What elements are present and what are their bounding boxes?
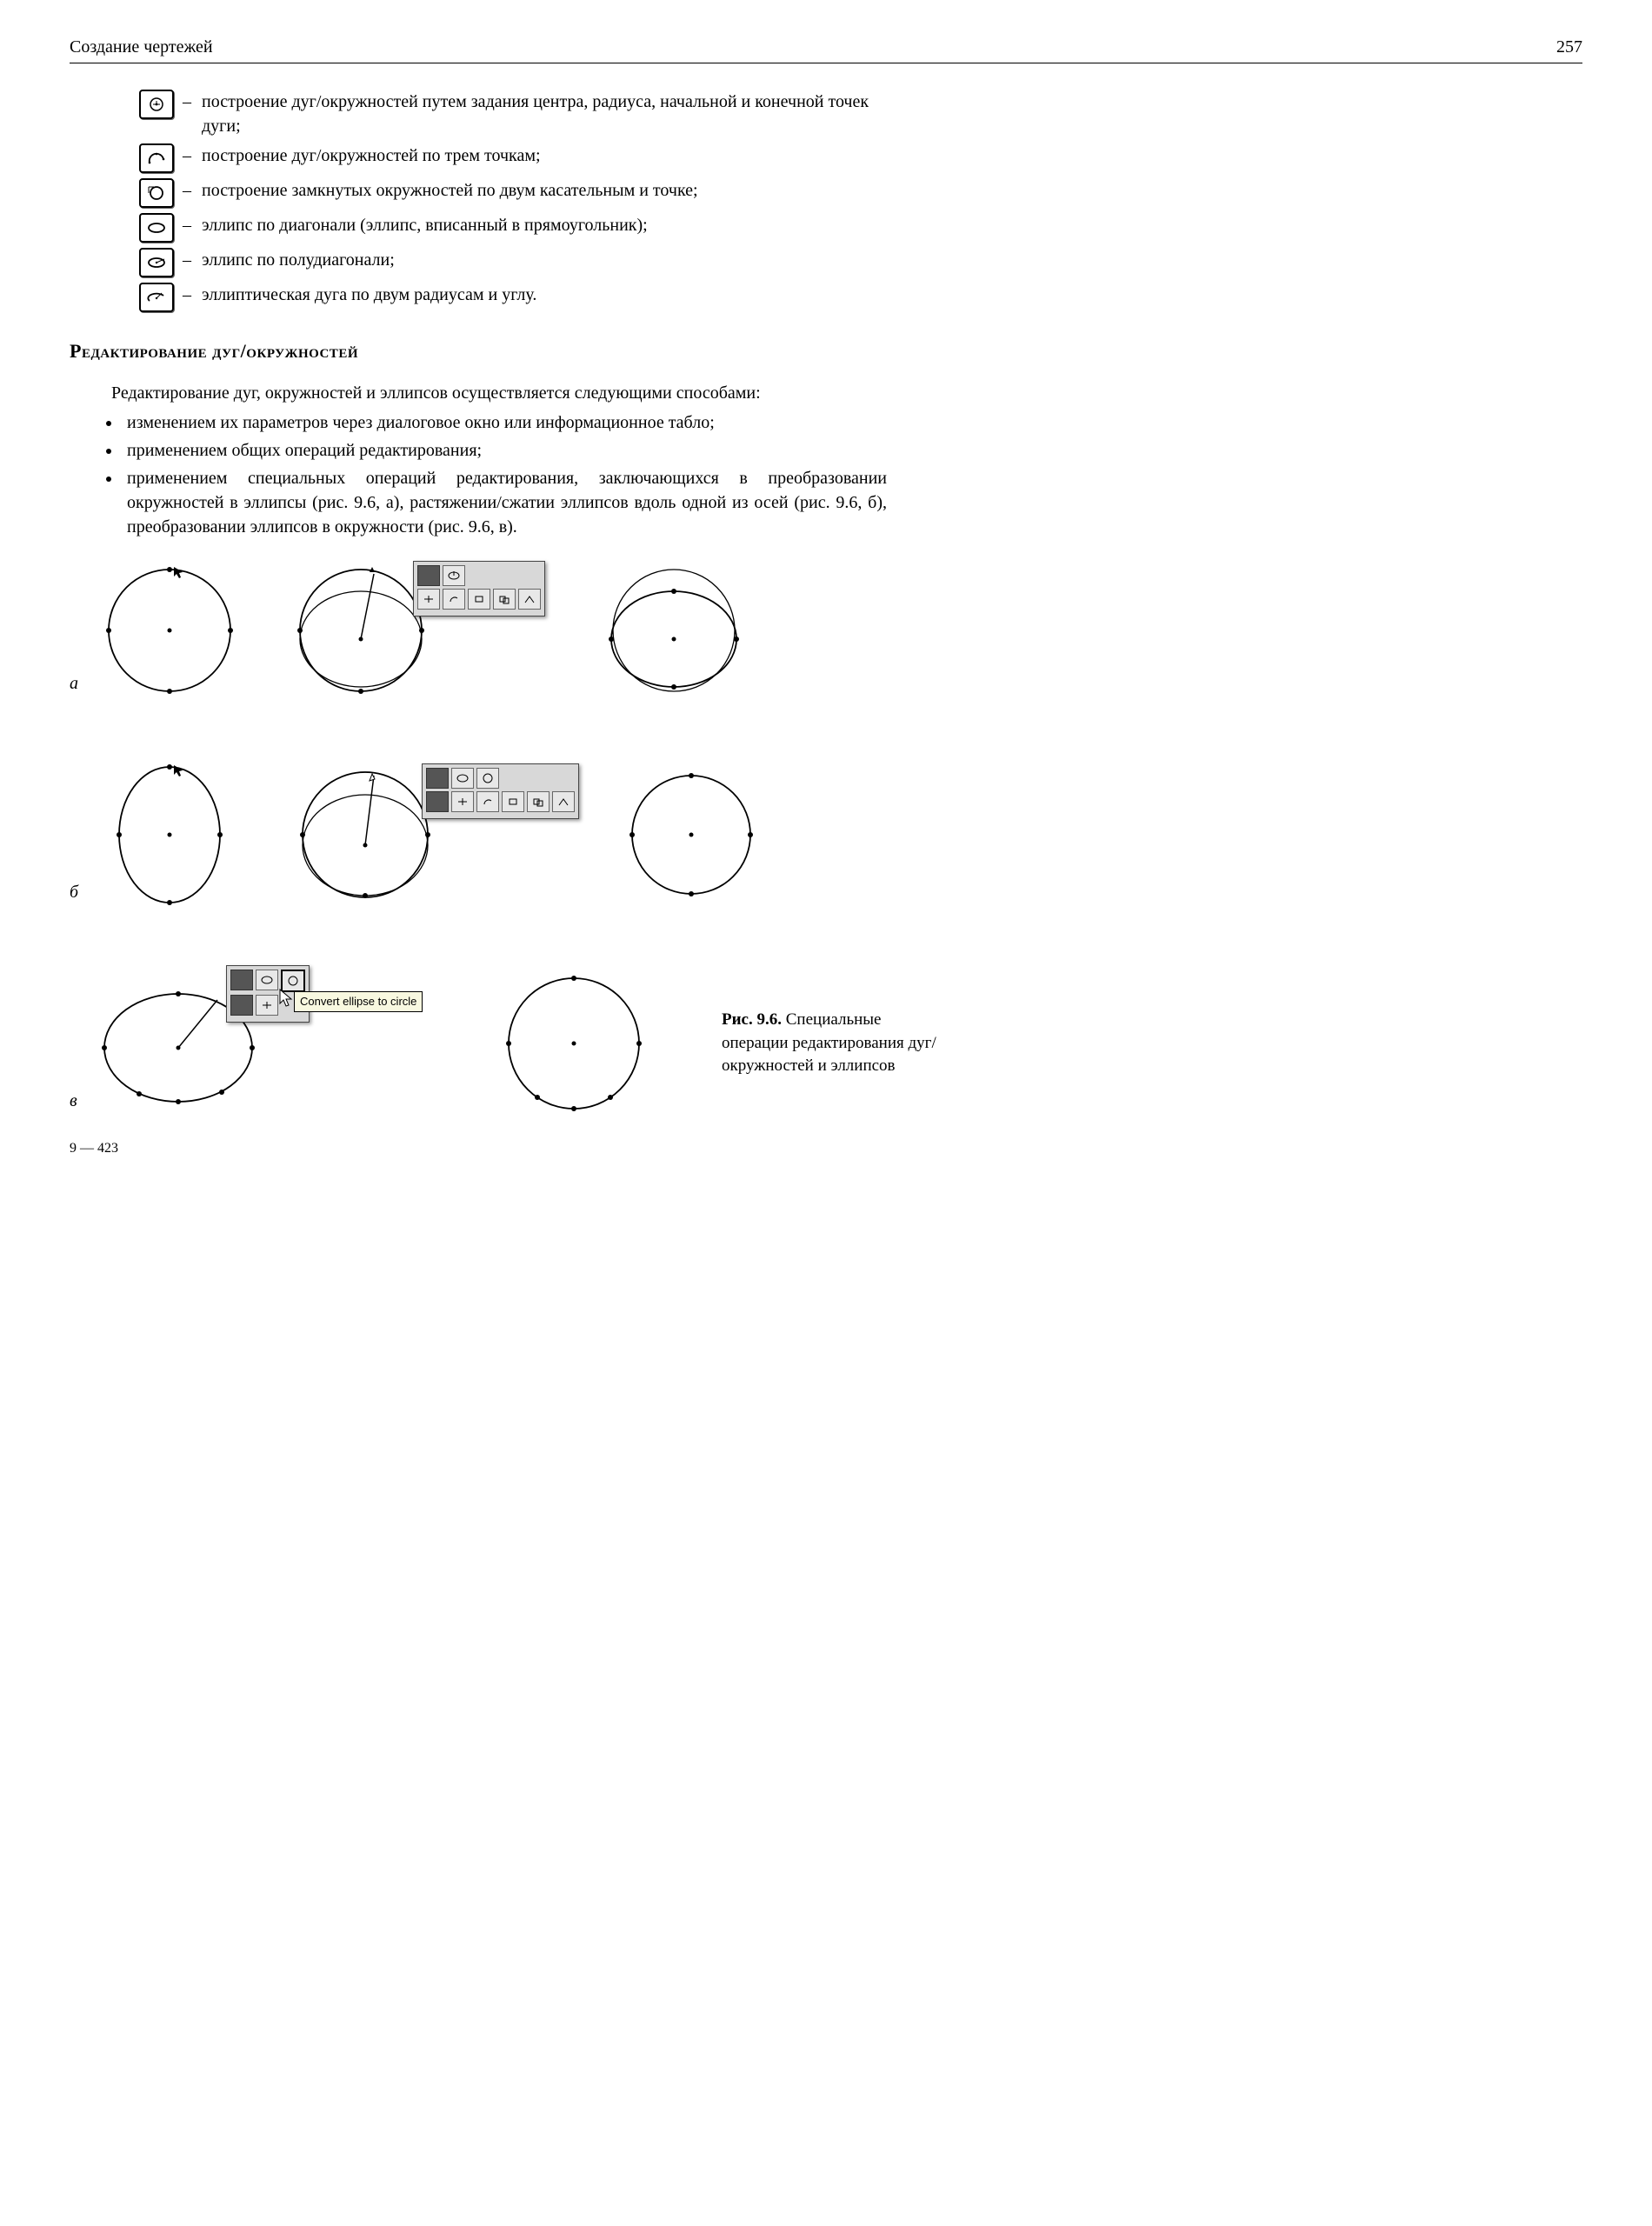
tool-item: – построение замкнутых окружностей по дв… [139, 178, 1582, 208]
diagram-vertical-ellipse [96, 756, 243, 913]
palette-btn[interactable] [230, 995, 253, 1016]
section-heading: Редактирование дуг/окружностей [70, 338, 1582, 365]
palette-btn[interactable] [552, 791, 575, 812]
palette-btn[interactable] [451, 791, 474, 812]
figure-row-label: в [70, 1089, 96, 1113]
tool-item-text: построение дуг/окружностей путем задания… [202, 90, 889, 138]
running-title: Создание чертежей [70, 35, 213, 59]
stretch-icon[interactable] [443, 565, 465, 586]
palette-btn[interactable] [527, 791, 550, 812]
page-number: 257 [1556, 35, 1582, 59]
palette-btn[interactable] [476, 791, 499, 812]
arc-3pt-icon [139, 143, 174, 173]
stretch-icon[interactable] [256, 970, 278, 990]
edit-methods-list: изменением их параметров через диалогово… [122, 410, 887, 539]
tool-item: – эллипс по диагонали (эллипс, вписанный… [139, 213, 1582, 243]
tooltip: Convert ellipse to circle [294, 991, 423, 1012]
tool-item-text: эллипс по диагонали (эллипс, вписанный в… [202, 213, 889, 237]
elliptical-arc-icon [139, 283, 174, 312]
figure-row-v: в [70, 965, 1582, 1122]
figure-caption: Рис. 9.6. Специальные операции редактиро… [722, 1009, 948, 1078]
tool-item-text: построение замкнутых окружностей по двум… [202, 178, 889, 203]
diagram-circle-with-nodes [96, 556, 243, 704]
pet-palette[interactable] [422, 763, 579, 819]
stretch-icon[interactable] [451, 768, 474, 789]
diagram-result-ellipse [600, 556, 748, 704]
pet-palette[interactable] [413, 561, 545, 616]
caption-label: Рис. 9.6. [722, 1010, 782, 1029]
arc-center-icon [139, 90, 174, 119]
palette-btn[interactable] [468, 589, 490, 610]
diagram-final-circle [496, 965, 652, 1122]
diagram-circle-to-ellipse [287, 556, 435, 704]
figure-row-b: б [70, 756, 1582, 913]
tool-item-text: эллипс по полудиагонали; [202, 248, 889, 272]
figure-9-6: а [70, 556, 1582, 1122]
diagram-result-circle [617, 761, 765, 909]
tool-icon-list: – построение дуг/окружностей путем задан… [139, 90, 1582, 312]
list-item: изменением их параметров через диалогово… [122, 410, 887, 435]
list-item: применением общих операций редактировани… [122, 438, 887, 463]
circle-tangent-icon [139, 178, 174, 208]
figure-row-label: а [70, 671, 96, 696]
tool-item: – эллипс по полудиагонали; [139, 248, 1582, 277]
palette-btn[interactable] [426, 791, 449, 812]
palette-btn[interactable] [417, 565, 440, 586]
palette-btn[interactable] [426, 768, 449, 789]
convert-circle-icon[interactable] [476, 768, 499, 789]
tool-item: – построение дуг/окружностей по трем точ… [139, 143, 1582, 173]
figure-row-label: б [70, 880, 96, 904]
tool-item: – эллиптическая дуга по двум радиусам и … [139, 283, 1582, 312]
palette-btn[interactable] [230, 970, 253, 990]
signature-line: 9 — 423 [70, 1139, 1582, 1158]
figure-row-a: а [70, 556, 1582, 704]
palette-btn[interactable] [518, 589, 541, 610]
list-item: применением специальных операций редакти… [122, 466, 887, 539]
palette-btn[interactable] [256, 995, 278, 1016]
intro-paragraph: Редактирование дуг, окружностей и эллипс… [70, 381, 869, 405]
palette-btn[interactable] [443, 589, 465, 610]
palette-btn[interactable] [502, 791, 524, 812]
tool-item-text: эллиптическая дуга по двум радиусам и уг… [202, 283, 889, 307]
tool-item: – построение дуг/окружностей путем задан… [139, 90, 1582, 138]
diagram-ellipse-stretch [287, 756, 443, 913]
diagram-ellipse-convert: Convert ellipse to circle [96, 965, 270, 1122]
ellipse-half-icon [139, 248, 174, 277]
palette-btn[interactable] [417, 589, 440, 610]
pet-palette-with-tooltip[interactable]: Convert ellipse to circle [226, 965, 310, 1023]
tool-item-text: построение дуг/окружностей по трем точка… [202, 143, 889, 168]
cursor-icon [278, 988, 296, 1009]
palette-btn[interactable] [493, 589, 516, 610]
ellipse-diag-icon [139, 213, 174, 243]
